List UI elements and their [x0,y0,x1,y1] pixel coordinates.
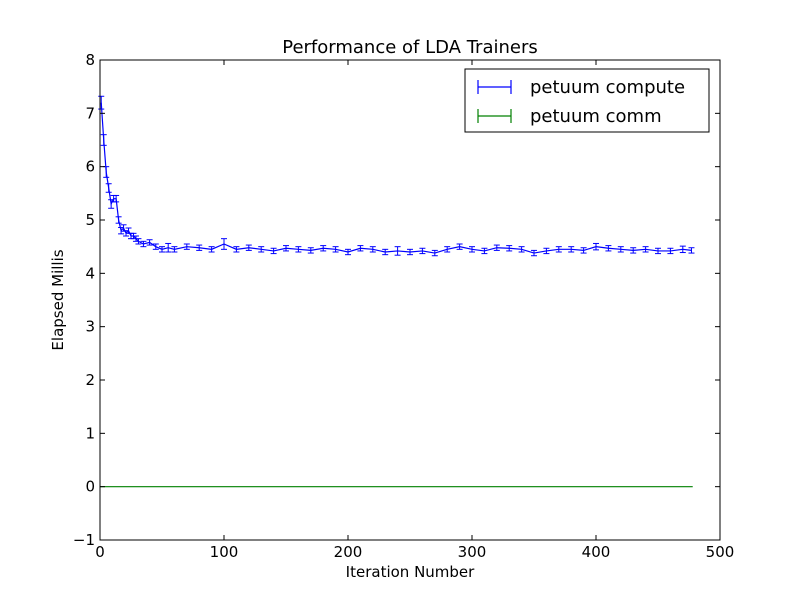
error-bar-petuum-compute-61 [667,247,674,255]
x-tick-label-300: 300 [458,543,487,561]
error-bar-petuum-compute-39 [394,246,401,256]
y-tick-label--1: −1 [73,531,95,549]
legend-label-petuum-comm: petuum comm [530,106,662,127]
legend-box [464,68,710,133]
error-bar-petuum-compute-27 [245,244,252,251]
error-bar-petuum-compute-30 [283,245,289,252]
y-tick-label-6: 6 [85,158,95,176]
error-bar-petuum-compute-28 [258,246,265,253]
error-bar-petuum-compute-3 [105,183,112,193]
error-bar-petuum-compute-56 [605,245,612,252]
error-bar-petuum-compute-34 [332,246,339,253]
error-bar-petuum-compute-23 [196,244,203,251]
chart-title: Performance of LDA Trainers [282,37,538,58]
error-bar-petuum-compute-45 [469,246,475,253]
error-bar-petuum-compute-33 [320,245,327,252]
error-bar-petuum-compute-0 [98,95,105,110]
error-bar-petuum-compute-6 [113,194,120,203]
y-tick-label-7: 7 [85,104,95,122]
legend-label-petuum-compute: petuum compute [530,77,685,98]
error-bar-petuum-compute-37 [369,246,376,253]
error-bar-petuum-compute-59 [642,246,649,253]
error-bar-petuum-compute-20 [165,242,172,253]
y-tick-label-3: 3 [85,318,95,336]
y-axis-label: Elapsed Millis [49,249,67,350]
error-bar-petuum-compute-21 [171,246,178,253]
x-tick-label-500: 500 [706,543,735,561]
y-tick-label-1: 1 [85,424,95,442]
error-bar-petuum-compute-7 [115,216,122,224]
error-bar-petuum-compute-60 [655,247,661,255]
error-bar-petuum-compute-57 [617,246,624,253]
error-bar-petuum-compute-40 [407,248,413,256]
error-bar-petuum-compute-50 [531,249,537,257]
y-tick-label-8: 8 [85,51,95,69]
error-bar-petuum-compute-63 [688,247,695,254]
error-bar-petuum-compute-51 [543,247,550,255]
error-bar-petuum-compute-15 [135,238,142,245]
x-tick-label-400: 400 [582,543,611,561]
error-bar-petuum-compute-17 [146,239,153,246]
error-bar-petuum-compute-31 [295,246,302,253]
error-bar-petuum-compute-18 [152,243,159,250]
series-layer [98,95,695,488]
x-tick-label-100: 100 [210,543,239,561]
error-bar-petuum-compute-16 [140,240,147,248]
error-bar-petuum-compute-22 [183,243,190,250]
error-bar-petuum-compute-48 [506,245,513,252]
error-bar-petuum-compute-36 [357,245,364,252]
error-bar-petuum-compute-54 [580,247,587,254]
error-bar-petuum-compute-55 [593,242,599,251]
error-bar-petuum-compute-49 [518,246,525,253]
series-line-petuum-compute [100,102,692,254]
error-bar-petuum-compute-19 [159,246,165,253]
error-bar-petuum-compute-1 [100,134,107,146]
y-tick-label-2: 2 [85,371,95,389]
legend-entry-petuum-comm: petuum comm [477,106,662,127]
y-tick-label-0: 0 [85,478,95,496]
error-bar-petuum-compute-29 [270,247,277,255]
plot-frame [99,59,721,541]
error-bar-petuum-compute-62 [679,245,686,254]
error-bar-petuum-compute-52 [555,246,562,253]
y-tick-label-5: 5 [85,211,95,229]
x-axis-label: Iteration Number [346,563,475,581]
error-bar-petuum-compute-38 [382,248,389,256]
error-bar-petuum-compute-25 [221,238,227,250]
error-bar-petuum-compute-46 [481,247,488,255]
y-tick-label-4: 4 [85,264,95,282]
x-tick-label-0: 0 [95,543,105,561]
plot-area [100,60,720,540]
error-bar-petuum-compute-24 [208,246,215,253]
error-bar-petuum-compute-58 [630,247,637,254]
error-bar-petuum-compute-44 [456,243,463,250]
error-bar-petuum-compute-35 [345,248,351,256]
error-bar-petuum-compute-26 [233,246,240,253]
legend-entry-petuum-compute: petuum compute [477,77,685,98]
legend: petuum compute petuum comm [464,68,710,133]
error-bar-petuum-compute-32 [307,247,314,254]
x-tick-label-200: 200 [334,543,363,561]
error-bar-petuum-compute-42 [431,249,438,257]
error-bar-petuum-compute-43 [444,246,451,253]
error-bar-petuum-compute-53 [568,246,575,253]
error-bar-petuum-compute-47 [493,244,500,251]
error-bar-petuum-compute-41 [419,247,426,255]
